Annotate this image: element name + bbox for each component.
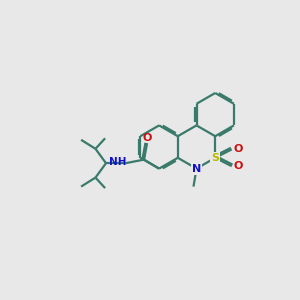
- Text: NH: NH: [109, 157, 126, 167]
- Text: O: O: [233, 161, 242, 171]
- Text: O: O: [142, 133, 152, 143]
- Text: S: S: [211, 153, 219, 163]
- Text: O: O: [233, 144, 242, 154]
- Text: N: N: [192, 164, 201, 174]
